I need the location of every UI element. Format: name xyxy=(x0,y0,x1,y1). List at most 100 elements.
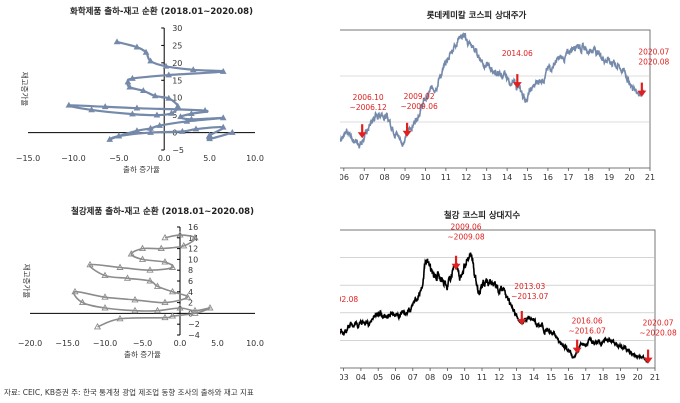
data-point xyxy=(191,233,199,241)
x-tick-label: 04 xyxy=(356,373,366,382)
y-axis-label: 재고증가율 xyxy=(20,72,29,107)
data-point xyxy=(129,110,136,117)
data-point xyxy=(183,117,191,124)
data-point xyxy=(191,309,199,316)
data-point xyxy=(129,74,136,81)
x-tick-label: 08 xyxy=(425,373,435,382)
annotation-label: 2020.07 xyxy=(643,319,674,328)
data-point xyxy=(138,255,147,262)
data-point xyxy=(116,314,124,322)
x-tick-label: 0.0 xyxy=(174,339,187,348)
steel-index-chart: 철강 코스피 상대지수(pt)5010015020025030001020304… xyxy=(279,210,677,382)
x-tick-label: 16 xyxy=(563,373,573,382)
data-point xyxy=(176,231,184,238)
data-point xyxy=(101,103,109,110)
data-point xyxy=(168,263,177,270)
data-point xyxy=(147,57,154,64)
data-point xyxy=(219,123,227,130)
x-tick-label: 06 xyxy=(340,173,349,182)
data-point xyxy=(115,132,123,139)
x-tick-label: −5.0 xyxy=(133,339,152,348)
annotation-label: 2002.08 xyxy=(340,295,358,304)
data-point xyxy=(153,111,161,118)
data-point xyxy=(179,127,186,134)
annotation-arrow-2-head xyxy=(512,82,522,89)
data-point xyxy=(101,293,109,300)
data-point xyxy=(189,66,197,73)
annotation-label-2: ~2016.07 xyxy=(568,327,606,336)
data-point xyxy=(201,106,209,113)
lotte-price-chart: 롯데케미칼 코스피 상대주가(pt,log)3006001,2002,40004… xyxy=(273,10,670,182)
x-tick-label: −10.0 xyxy=(61,154,86,163)
x-tick-label: 11 xyxy=(477,373,487,382)
data-point xyxy=(206,135,213,142)
annotation-label: 2009.06 xyxy=(451,223,482,232)
cycle-path xyxy=(73,234,211,328)
x-tick-label: 08 xyxy=(380,173,390,182)
x-tick-label: 13 xyxy=(482,173,492,182)
annotation-arrow-4-head xyxy=(643,357,653,364)
data-point xyxy=(176,304,184,311)
data-point xyxy=(133,43,141,50)
y-tick-label: 15 xyxy=(172,76,182,85)
annotation-label: 2016.06 xyxy=(572,317,603,326)
steel-panel: 철강제품 출하-재고 순환 (2018.01~2020.08) −20.0 −15.… xyxy=(0,200,340,385)
data-point xyxy=(168,312,177,319)
data-point xyxy=(168,109,175,116)
data-point xyxy=(131,295,139,303)
chem-cycle-chart: 화학제품 출하-재고 순환 (2018.01~2020.08) −15.0 −10.… xyxy=(16,6,264,174)
data-point xyxy=(65,101,73,108)
data-point xyxy=(191,306,199,314)
steel-cycle-chart: 철강제품 출하-재고 순환 (2018.01~2020.08)−20.0 −15.… xyxy=(18,206,264,359)
series-line xyxy=(302,32,645,149)
annotation-arrow-0-head xyxy=(357,132,367,139)
x-tick-label: 13 xyxy=(512,373,522,382)
annotation-arrow-3-head xyxy=(637,90,647,97)
y-tick-label: 16 xyxy=(188,223,198,232)
data-point xyxy=(126,83,134,90)
data-point xyxy=(127,250,135,257)
data-point xyxy=(138,244,147,252)
x-tick-label: −5.0 xyxy=(109,154,128,163)
data-point xyxy=(123,274,132,281)
steel-index-panel: 철강 코스피 상대지수(pt)5010015020025030001020304… xyxy=(279,200,680,385)
x-axis-label: 출하 증가율 xyxy=(123,164,160,174)
data-point xyxy=(192,125,200,132)
data-point xyxy=(153,282,162,289)
data-point xyxy=(161,233,169,241)
data-point xyxy=(116,263,124,270)
y-tick-label: 10 xyxy=(188,255,198,264)
x-tick-label: 19 xyxy=(604,173,614,182)
x-tick-label: 10.0 xyxy=(246,339,264,348)
x-tick-label: 05 xyxy=(373,373,383,382)
plot-frame xyxy=(302,29,651,169)
x-tick-label: 5.0 xyxy=(211,339,224,348)
data-point xyxy=(228,128,236,135)
annotation-label-2: ~2009.06 xyxy=(400,102,438,111)
data-point xyxy=(153,306,162,314)
chart-title: 철강 코스피 상대지수 xyxy=(444,210,520,221)
x-tick-label: 18 xyxy=(584,173,594,182)
x-tick-label: 07 xyxy=(408,373,418,382)
annotation-label: 2014.06 xyxy=(502,49,533,58)
data-point xyxy=(93,322,102,330)
data-point xyxy=(161,298,169,306)
x-tick-label: 21 xyxy=(650,373,660,382)
y-tick-label: 0 xyxy=(172,129,177,138)
x-tick-label: 5.0 xyxy=(203,154,216,163)
y-tick-label: 12 xyxy=(188,245,198,254)
x-tick-label: 03 xyxy=(340,373,349,382)
data-point xyxy=(71,287,79,295)
x-tick-label: 10 xyxy=(420,173,430,182)
x-tick-label: 09 xyxy=(400,173,410,182)
annotation-label-2: ~2013.07 xyxy=(511,292,549,301)
x-tick-label: 10.0 xyxy=(246,154,264,163)
data-point xyxy=(147,128,154,135)
x-tick-label: 17 xyxy=(581,373,591,382)
x-tick-label: 10 xyxy=(460,373,470,382)
x-tick-label: −20.0 xyxy=(18,339,43,348)
chart-title: 화학제품 출하-재고 순환 (2018.01~2020.08) xyxy=(70,6,253,17)
y-tick-label: 4 xyxy=(188,288,193,297)
x-tick-label: 11 xyxy=(441,173,451,182)
data-point xyxy=(113,38,121,45)
